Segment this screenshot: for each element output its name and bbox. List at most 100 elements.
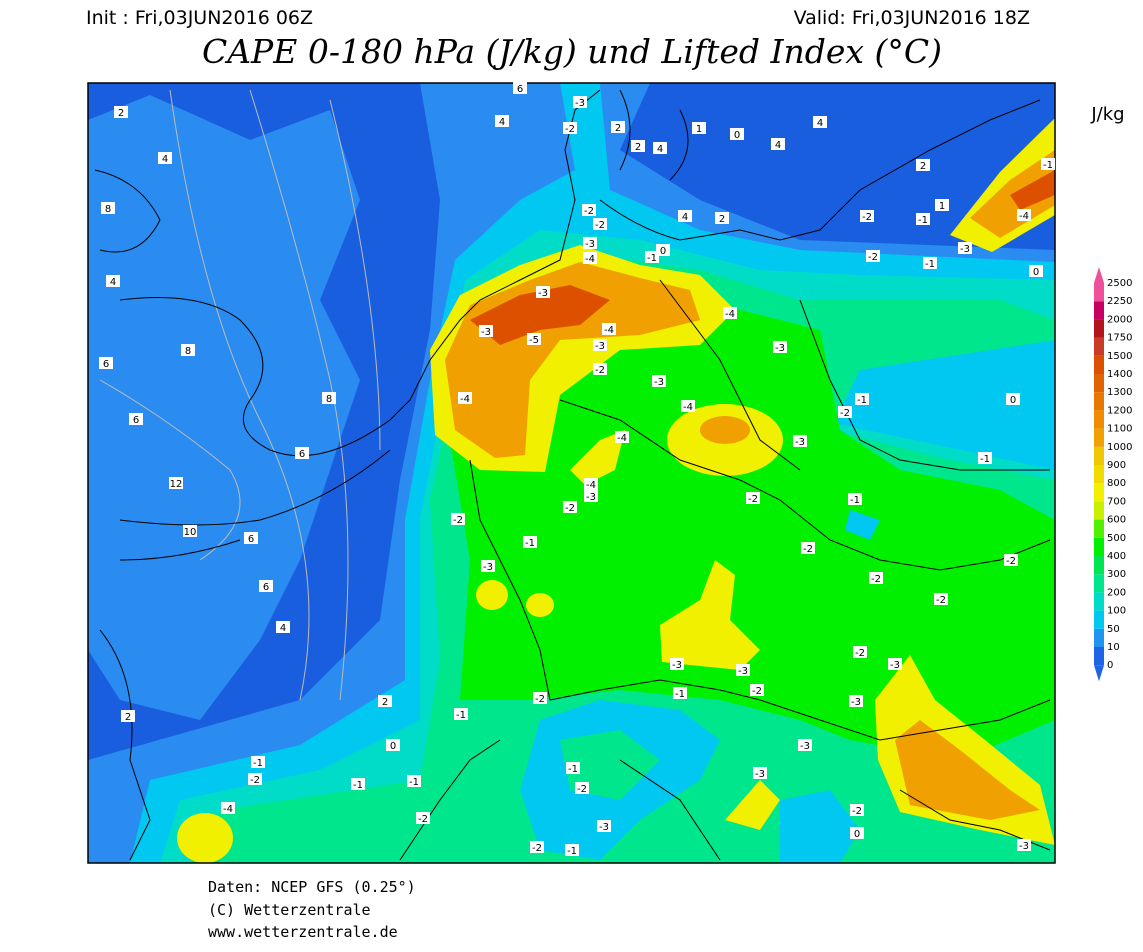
contour-label: 6 bbox=[517, 84, 523, 95]
contour-label: -2 bbox=[565, 503, 575, 514]
contour-label: -4 bbox=[223, 804, 233, 815]
colorbar-tick-label: 900 bbox=[1107, 460, 1126, 471]
contour-label-box bbox=[888, 658, 902, 670]
contour-label-box bbox=[536, 286, 550, 298]
contour-label-box bbox=[351, 778, 365, 790]
contour-label: -1 bbox=[850, 495, 860, 506]
contour-label: -2 bbox=[584, 206, 594, 217]
contour-label-box bbox=[295, 447, 309, 459]
contour-label-box bbox=[750, 684, 764, 696]
contour-label: 2 bbox=[635, 142, 641, 153]
contour-label-box bbox=[523, 536, 537, 548]
colorbar-box bbox=[1094, 446, 1104, 465]
contour-label-box bbox=[259, 580, 273, 592]
contour-label-box bbox=[573, 96, 587, 108]
colorbar-tick-label: 1200 bbox=[1107, 405, 1132, 416]
colorbar-tick-label: 700 bbox=[1107, 496, 1126, 507]
contour-label-box bbox=[458, 392, 472, 404]
contour-label-box bbox=[793, 435, 807, 447]
colorbar-tick-label: 400 bbox=[1107, 551, 1126, 562]
contour-label: -3 bbox=[800, 741, 810, 752]
contour-label-box bbox=[566, 762, 580, 774]
colorbar-box bbox=[1094, 410, 1104, 429]
contour-label: 1 bbox=[939, 201, 945, 212]
contour-label-box bbox=[853, 646, 867, 658]
contour-label: -3 bbox=[654, 377, 664, 388]
contour-label-box bbox=[850, 827, 864, 839]
contour-label: -3 bbox=[775, 343, 785, 354]
contour-label: -1 bbox=[647, 253, 657, 264]
contour-label: -3 bbox=[586, 492, 596, 503]
colorbar-box bbox=[1094, 592, 1104, 611]
colorbar-tick-label: 100 bbox=[1107, 606, 1126, 617]
colorbar-box bbox=[1094, 283, 1104, 302]
contour-label-box bbox=[916, 159, 930, 171]
contour-label: -3 bbox=[599, 822, 609, 833]
contour-label: -4 bbox=[617, 433, 627, 444]
contour-label: 0 bbox=[1033, 267, 1039, 278]
contour-label: 4 bbox=[110, 277, 116, 288]
contour-label: -1 bbox=[1043, 160, 1053, 171]
contour-label-box bbox=[746, 492, 760, 504]
contour-label-box bbox=[801, 542, 815, 554]
contour-label-box bbox=[602, 323, 616, 335]
contour-label: 6 bbox=[248, 534, 254, 545]
footer-url: www.wetterzentrale.de bbox=[208, 923, 398, 941]
contour-label-box bbox=[533, 692, 547, 704]
contour-label-box bbox=[183, 525, 197, 537]
contour-label-box bbox=[121, 710, 135, 722]
contour-label: -3 bbox=[481, 327, 491, 338]
contour-label-box bbox=[692, 122, 706, 134]
contour-label: -4 bbox=[683, 402, 693, 413]
contour-label: 2 bbox=[719, 214, 725, 225]
colorbar-tick-label: 2500 bbox=[1107, 278, 1132, 289]
colorbar-box bbox=[1094, 428, 1104, 447]
contour-label-box bbox=[563, 501, 577, 513]
contour-label: -2 bbox=[803, 544, 813, 555]
footer-copyright: (C) Wetterzentrale bbox=[208, 901, 371, 919]
contour-label-box bbox=[129, 413, 143, 425]
contour-label: -4 bbox=[725, 309, 735, 320]
contour-label: 4 bbox=[682, 212, 688, 223]
contour-label-box bbox=[869, 572, 883, 584]
contour-label: -1 bbox=[857, 395, 867, 406]
contour-label-box bbox=[1041, 158, 1055, 170]
contour-labels: -3-2642484686861210664220-3-3-5-3-4-4-3-… bbox=[99, 82, 1055, 857]
contour-label-box bbox=[101, 202, 115, 214]
contour-label-box bbox=[1029, 265, 1043, 277]
contour-label-box bbox=[1017, 209, 1031, 221]
contour-label: -3 bbox=[755, 769, 765, 780]
contour-label: -3 bbox=[795, 437, 805, 448]
contour-label-box bbox=[169, 477, 183, 489]
contour-label-box bbox=[736, 664, 750, 676]
colorbar-tick-label: 1750 bbox=[1107, 333, 1132, 344]
contour-label-box bbox=[481, 560, 495, 572]
colorbar-box bbox=[1094, 483, 1104, 502]
contour-label-box bbox=[916, 213, 930, 225]
contour-label-box bbox=[813, 116, 827, 128]
contour-label-box bbox=[656, 244, 670, 256]
contour-label: 4 bbox=[499, 117, 505, 128]
colorbar-tick-label: 500 bbox=[1107, 533, 1126, 544]
contour-label: 6 bbox=[103, 359, 109, 370]
contour-label: -1 bbox=[980, 454, 990, 465]
contour-label: -3 bbox=[575, 98, 585, 109]
contour-label-box bbox=[934, 593, 948, 605]
contour-label: -3 bbox=[538, 288, 548, 299]
contour-label: -2 bbox=[595, 365, 605, 376]
contour-label-box bbox=[652, 375, 666, 387]
contour-label-box bbox=[1017, 839, 1031, 851]
contour-label-box bbox=[479, 325, 493, 337]
contour-label-box bbox=[611, 121, 625, 133]
contour-label: -5 bbox=[529, 335, 539, 346]
contour-label-box bbox=[181, 344, 195, 356]
contour-label: 8 bbox=[105, 204, 111, 215]
contour-label: -2 bbox=[936, 595, 946, 606]
contour-label: -1 bbox=[253, 758, 263, 769]
contour-label: -3 bbox=[483, 562, 493, 573]
contour-label: -1 bbox=[925, 259, 935, 270]
contour-label-box bbox=[593, 218, 607, 230]
contour-label-box bbox=[773, 341, 787, 353]
contour-label-box bbox=[416, 812, 430, 824]
unit: J/kg bbox=[1090, 104, 1124, 125]
